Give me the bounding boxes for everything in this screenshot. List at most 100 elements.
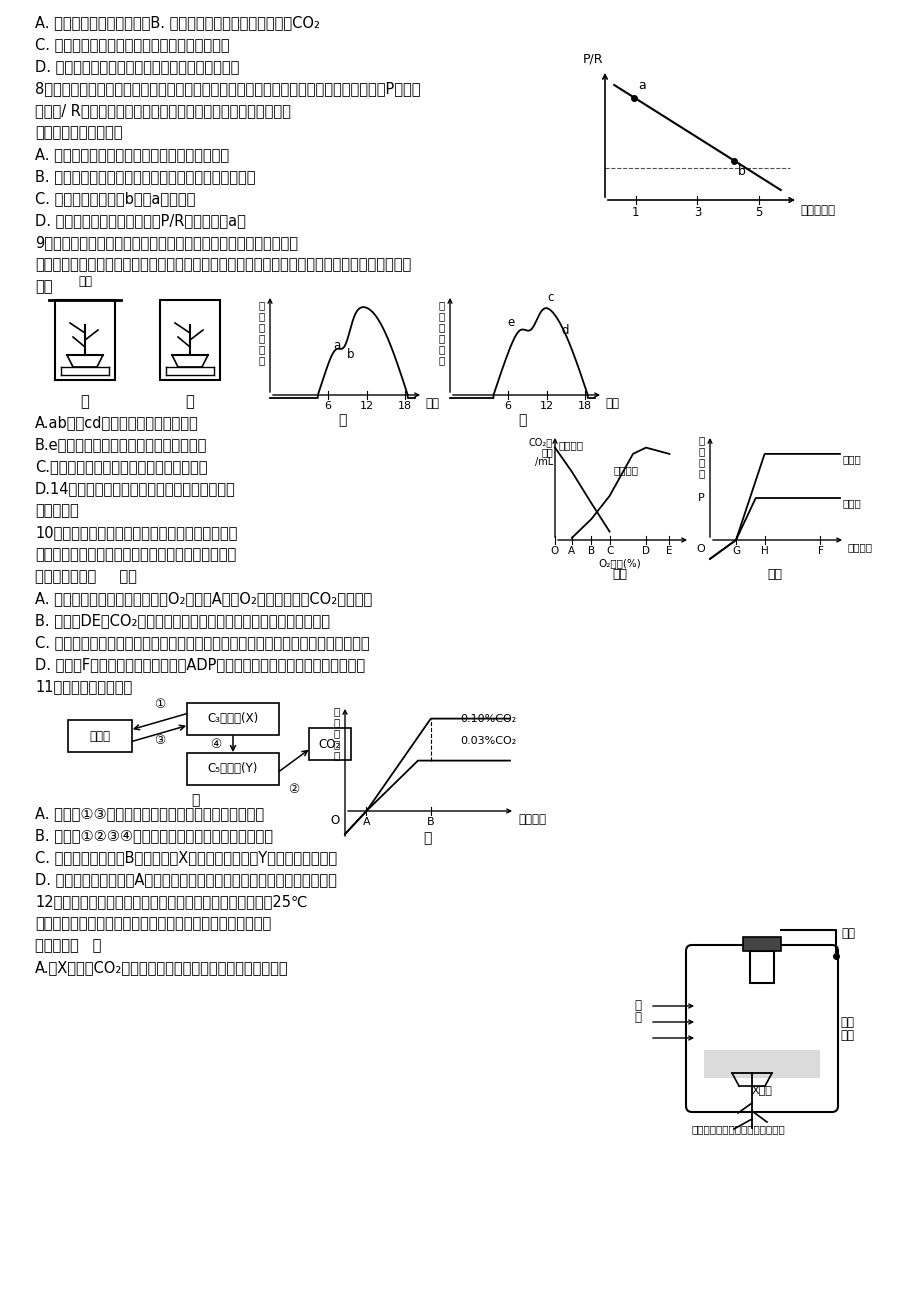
Text: H: H <box>760 546 767 556</box>
Text: 氧: 氧 <box>258 299 265 310</box>
Text: B: B <box>587 546 595 556</box>
Text: 率: 率 <box>258 355 265 365</box>
Text: C. 图乙中光照强度为B时，细胞内X物质的产生速率比Y物质产生速率要快: C. 图乙中光照强度为B时，细胞内X物质的产生速率比Y物质产生速率要快 <box>35 850 336 865</box>
Text: A. 图甲中①③过程分别表示光合作用的光反应和暗反应: A. 图甲中①③过程分别表示光合作用的光反应和暗反应 <box>35 806 264 822</box>
Text: 丁: 丁 <box>517 413 526 427</box>
FancyBboxPatch shape <box>187 703 278 736</box>
Text: a: a <box>333 340 340 353</box>
Text: 作用）/ R（呼吸作用）比率呈现一定的关系，这种关系如右图所: 作用）/ R（呼吸作用）比率呈现一定的关系，这种关系如右图所 <box>35 103 290 118</box>
Text: 液滴: 液滴 <box>840 927 854 940</box>
Text: 速: 速 <box>258 344 265 354</box>
Text: X溶液: X溶液 <box>751 1085 772 1095</box>
Text: 6: 6 <box>504 401 511 411</box>
Text: ①: ① <box>153 698 165 711</box>
Text: 3: 3 <box>693 206 700 219</box>
Text: B. 图甲中①②③④四个过程不可能在同一个细胞中进行: B. 图甲中①②③④四个过程不可能在同一个细胞中进行 <box>35 828 273 842</box>
Text: P/R: P/R <box>582 53 602 66</box>
Text: 合: 合 <box>698 447 704 456</box>
Text: A: A <box>568 546 575 556</box>
Text: 放: 放 <box>258 333 265 342</box>
Text: O: O <box>550 546 559 556</box>
Text: B. 图一中DE段CO₂的释放量有所下降可能是由于温度抑制了酶的活性: B. 图一中DE段CO₂的释放量有所下降可能是由于温度抑制了酶的活性 <box>35 613 330 628</box>
Text: P: P <box>698 493 704 503</box>
Text: 光: 光 <box>334 717 340 727</box>
Text: 12: 12 <box>539 401 553 411</box>
Text: O₂浓度(%): O₂浓度(%) <box>598 559 641 568</box>
Text: 6: 6 <box>324 401 331 411</box>
Text: a: a <box>638 78 645 91</box>
Bar <box>749 950 773 983</box>
Text: 10、某科研所为提高蔬菜产量进行了相关生理活动: 10、某科研所为提高蔬菜产量进行了相关生理活动 <box>35 525 237 540</box>
Text: O: O <box>331 814 340 827</box>
Text: b: b <box>737 164 745 177</box>
Text: 光: 光 <box>698 435 704 445</box>
Text: 示，在相同自然条件下，测得一昼夜中植物氧气释放速率分别如图丙丁曲线所示。下列说法正确的: 示，在相同自然条件下，测得一昼夜中植物氧气释放速率分别如图丙丁曲线所示。下列说法… <box>35 256 411 272</box>
Bar <box>743 937 780 950</box>
Text: 释: 释 <box>258 322 265 332</box>
Text: ③: ③ <box>153 733 165 746</box>
Text: 光照强度: 光照强度 <box>517 812 545 825</box>
Text: 1: 1 <box>631 206 639 219</box>
Text: 8、生态学家研究发现，植物群落中的类胡萝卜素和叶绿素的比率（黄一绿比率）与群落的P（光合: 8、生态学家研究发现，植物群落中的类胡萝卜素和叶绿素的比率（黄一绿比率）与群落的… <box>35 81 420 96</box>
Text: 葡萄糖: 葡萄糖 <box>89 729 110 742</box>
FancyBboxPatch shape <box>68 720 131 753</box>
Text: ②: ② <box>288 783 300 796</box>
Text: 甲: 甲 <box>190 793 199 807</box>
Text: 图一: 图一 <box>612 568 627 581</box>
Text: B: B <box>426 816 434 827</box>
Text: B. 人工林的年平均黄一绿比率过高时，应进行适当采伐: B. 人工林的年平均黄一绿比率过高时，应进行适当采伐 <box>35 169 255 184</box>
Text: 无氧呼吸: 无氧呼吸 <box>558 440 584 450</box>
Text: D. 若该玻璃缸长期置于黑暗中，鱼和植物将会死亡: D. 若该玻璃缸长期置于黑暗中，鱼和植物将会死亡 <box>35 59 239 74</box>
Text: ④: ④ <box>210 737 221 750</box>
Text: 密闭: 密闭 <box>78 275 92 288</box>
FancyBboxPatch shape <box>686 945 837 1112</box>
Text: 9、两棵基本相同的植物，分别置于透明的玻璃罩内，如图甲、乙所: 9、两棵基本相同的植物，分别置于透明的玻璃罩内，如图甲、乙所 <box>35 234 298 250</box>
Text: E: E <box>665 546 672 556</box>
Text: D: D <box>641 546 650 556</box>
Text: 图二: 图二 <box>766 568 782 581</box>
Text: 丙: 丙 <box>338 413 346 427</box>
Text: 光: 光 <box>634 999 641 1012</box>
Text: A.ab段和cd段，曲线下降的原因相同: A.ab段和cd段，曲线下降的原因相同 <box>35 415 199 430</box>
Text: /mL: /mL <box>534 457 552 467</box>
Text: b: b <box>346 348 354 361</box>
Text: D. 图二中F点时甲的叶肉细胞中消耗ADP的场所是叶绿体、细胞质基质和线粒体: D. 图二中F点时甲的叶肉细胞中消耗ADP的场所是叶绿体、细胞质基质和线粒体 <box>35 658 365 672</box>
Text: 速: 速 <box>698 457 704 467</box>
Text: A. 植物为鱼的生存提供氧气B. 鱼可为植物的光合作用生存提供CO₂: A. 植物为鱼的生存提供氧气B. 鱼可为植物的光合作用生存提供CO₂ <box>35 16 320 30</box>
Text: 放量: 放量 <box>540 447 552 457</box>
Text: 甲品种: 甲品种 <box>842 454 861 464</box>
FancyBboxPatch shape <box>187 753 278 785</box>
Text: 装置内氧气充足，不考虑无氧呼吸: 装置内氧气充足，不考虑无氧呼吸 <box>691 1124 785 1134</box>
Text: 乙品种: 乙品种 <box>842 497 861 508</box>
Text: 有氧呼吸: 有氧呼吸 <box>613 465 638 475</box>
Text: 合: 合 <box>334 728 340 738</box>
Text: 速: 速 <box>438 344 445 354</box>
Text: 12、某兴趣小组设计了如下图所示的实验装置若干组，室温25℃: 12、某兴趣小组设计了如下图所示的实验装置若干组，室温25℃ <box>35 894 307 909</box>
Text: 的研究（均在最适温度下进行），结果如右图所相关: 的研究（均在最适温度下进行），结果如右图所相关 <box>35 547 236 562</box>
Text: 小室: 小室 <box>839 1029 853 1042</box>
Text: 密闭: 密闭 <box>839 1016 853 1029</box>
Text: 黄一绿比率: 黄一绿比率 <box>800 204 834 217</box>
Text: 气: 气 <box>438 311 445 322</box>
Text: 示，以下判断正确的是: 示，以下判断正确的是 <box>35 125 122 141</box>
Text: 乙: 乙 <box>423 831 431 845</box>
Text: 是：: 是： <box>35 279 52 294</box>
Text: 0.03%CO₂: 0.03%CO₂ <box>460 736 516 746</box>
Text: CO₂释: CO₂释 <box>528 437 552 447</box>
Text: C.一昼夜中，装置乙的植物积累的有机物多: C.一昼夜中，装置乙的植物积累的有机物多 <box>35 460 208 474</box>
Text: C₃化合物(X): C₃化合物(X) <box>207 712 258 725</box>
Text: 甲: 甲 <box>81 395 89 409</box>
Text: 乙: 乙 <box>186 395 194 409</box>
Text: d: d <box>561 324 568 337</box>
Text: 净: 净 <box>334 706 340 716</box>
Bar <box>703 1049 819 1078</box>
Text: A.若X溶液为CO₂缓冲液并给予光照，液滴移动距离可表示净: A.若X溶液为CO₂缓冲液并给予光照，液滴移动距离可表示净 <box>35 960 289 975</box>
Text: 量相对较高: 量相对较高 <box>35 503 79 518</box>
Text: D. 在农作物收获季节，群落的P/R值最可能在a点: D. 在农作物收获季节，群落的P/R值最可能在a点 <box>35 214 245 228</box>
Text: 下进行了一系列的实验，对实验过程中装置条件及结果的叙述: 下进行了一系列的实验，对实验过程中装置条件及结果的叙述 <box>35 917 271 931</box>
Text: e: e <box>507 316 514 329</box>
Text: 率: 率 <box>334 750 340 760</box>
Text: 12: 12 <box>359 401 374 411</box>
Text: 时间: 时间 <box>425 397 438 410</box>
FancyBboxPatch shape <box>309 728 351 760</box>
